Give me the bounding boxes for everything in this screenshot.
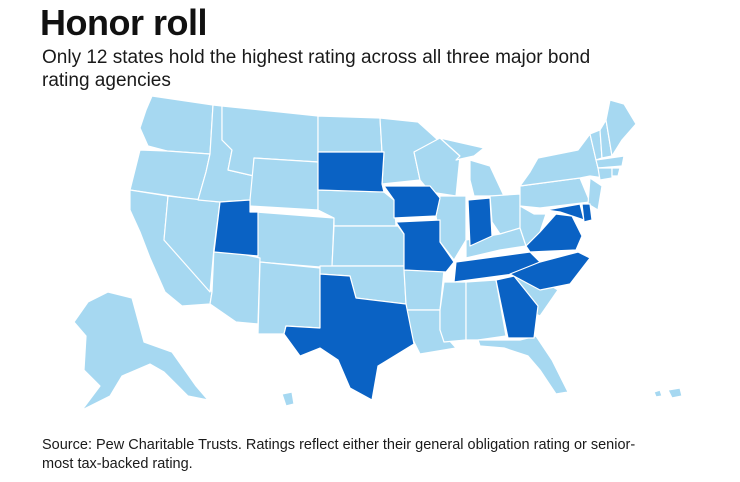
state-new-york [519, 133, 605, 187]
state-missouri [395, 219, 455, 273]
state-north-carolina [509, 251, 591, 291]
state-delaware [581, 203, 593, 223]
state-michigan [439, 137, 485, 161]
state-texas [283, 273, 415, 401]
state-alaska-island [281, 391, 295, 407]
state-maryland [545, 203, 585, 221]
state-hawaii [667, 387, 683, 399]
state-alaska [73, 291, 209, 411]
state-alabama [465, 279, 507, 341]
state-maine [605, 99, 637, 157]
state-arizona [209, 247, 261, 325]
state-massachusetts [595, 155, 625, 169]
state-georgia [495, 275, 539, 339]
state-new-mexico [257, 261, 321, 335]
source-note: Source: Pew Charitable Trusts. Ratings r… [42, 437, 636, 472]
state-colorado [255, 211, 335, 269]
state-north-dakota [317, 115, 383, 153]
state-virginia [525, 213, 583, 253]
state-indiana [467, 197, 493, 247]
state-arkansas [403, 269, 445, 311]
state-washington [139, 95, 214, 155]
state-michigan-lower [469, 159, 505, 197]
state-florida [477, 335, 569, 395]
map-subtitle: Only 12 states hold the highest rating a… [42, 47, 591, 91]
highest-rated-states [213, 151, 593, 401]
state-kansas [331, 225, 405, 267]
state-new-jersey [587, 177, 603, 211]
other-states [73, 95, 683, 411]
state-hawaii-small [653, 389, 663, 398]
state-connecticut [597, 167, 613, 181]
state-wyoming [249, 157, 319, 211]
state-rhode-island [611, 167, 621, 177]
state-iowa [383, 185, 441, 219]
map-title: Honor roll [40, 2, 207, 43]
state-utah [213, 199, 259, 257]
state-mississippi [439, 281, 467, 343]
state-south-dakota [317, 151, 385, 193]
